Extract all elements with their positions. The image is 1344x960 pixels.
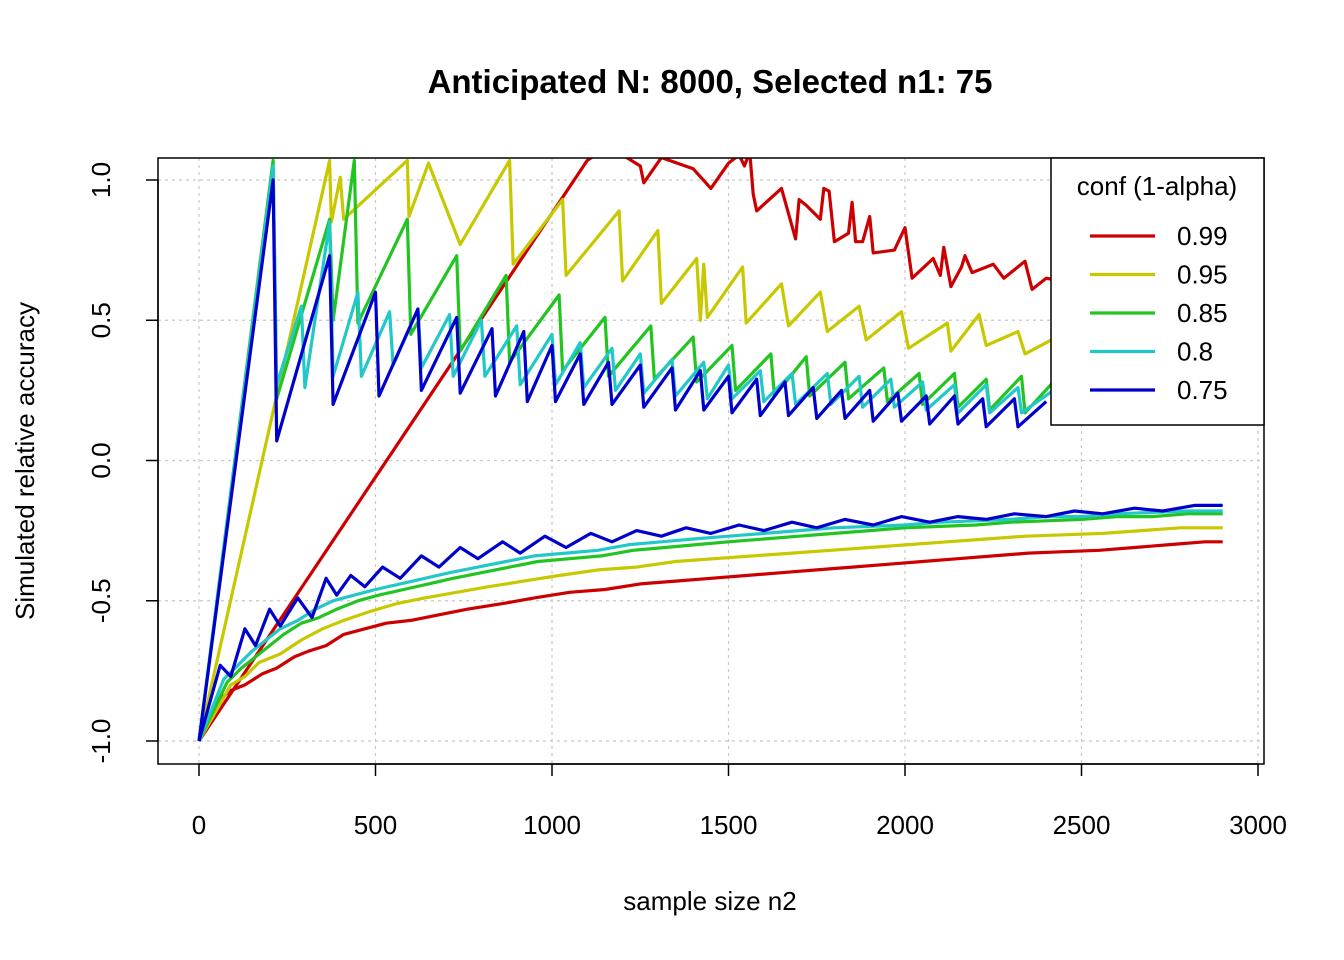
series-0.99-lower-line: [197, 540, 1223, 742]
y-tick-label: -0.5: [86, 578, 116, 623]
legend-entries: 0.99 0.95 0.85 0.8 0.75: [1090, 221, 1228, 405]
chart-title: Anticipated N: 8000, Selected n1: 75: [428, 63, 993, 100]
y-tick-label: 0.0: [86, 442, 116, 478]
y-axis-label: Simulated relative accuracy: [10, 302, 40, 620]
series-0.95-upper-line: [197, 158, 1090, 742]
y-tick-label: 1.0: [86, 162, 116, 198]
y-axis: -1.0 -0.5 0.0 0.5 1.0: [86, 162, 159, 764]
x-tick-label: 3000: [1229, 810, 1287, 840]
legend-label-0.85: 0.85: [1177, 298, 1228, 328]
x-tick-label: 0: [192, 810, 206, 840]
x-tick-label: 1000: [523, 810, 581, 840]
x-axis-label: sample size n2: [623, 886, 796, 916]
x-tick-label: 1500: [700, 810, 758, 840]
series-0.85-lower-line: [197, 512, 1223, 742]
series-0.95-lower-line: [197, 526, 1223, 742]
series-0.8-lower-line: [197, 509, 1223, 742]
y-tick-label: -1.0: [86, 719, 116, 764]
series-0.85-upper-line: [197, 158, 1055, 742]
legend-label-0.8: 0.8: [1177, 337, 1213, 367]
x-axis: 0 500 1000 1500 2000 2500 3000: [192, 763, 1287, 840]
series-0.75-lower-line: [197, 503, 1223, 742]
series-0.8-upper-line: [197, 164, 1055, 742]
x-tick-label: 2000: [876, 810, 934, 840]
y-tick-label: 0.5: [86, 302, 116, 338]
legend-box: [1050, 157, 1265, 426]
legend-label-0.95: 0.95: [1177, 260, 1228, 290]
legend-label-0.99: 0.99: [1177, 221, 1228, 251]
series-0.99-upper-line: [197, 158, 1090, 742]
legend: conf (1-alpha) 0.99 0.95 0.85 0.8 0.75: [1050, 157, 1265, 426]
legend-title: conf (1-alpha): [1077, 171, 1237, 201]
series-0.75-upper-line: [197, 178, 1048, 742]
legend-label-0.75: 0.75: [1177, 375, 1228, 405]
x-tick-label: 500: [354, 810, 397, 840]
series-layer: [197, 158, 1223, 742]
x-tick-label: 2500: [1053, 810, 1111, 840]
